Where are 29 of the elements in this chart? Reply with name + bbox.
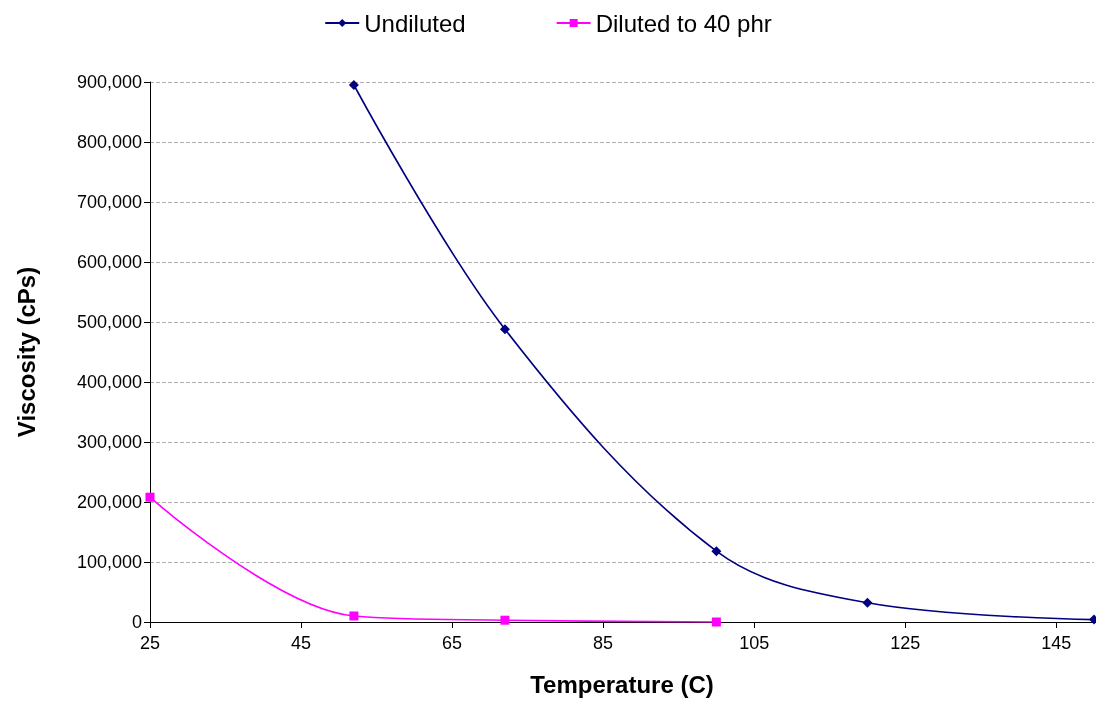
y-tick-label: 0: [131, 612, 142, 632]
y-tick-label: 400,000: [76, 372, 142, 392]
point: [500, 615, 510, 625]
y-tick-label: 900,000: [76, 72, 142, 92]
point: [862, 597, 873, 608]
x-tick-label: 25: [139, 633, 161, 653]
point: [145, 492, 155, 502]
y-axis-title: Viscosity (cPs): [12, 266, 40, 438]
x-tick-label: 145: [1041, 633, 1072, 653]
point: [349, 611, 359, 621]
y-tick-label: 500,000: [76, 312, 142, 332]
point: [348, 80, 359, 90]
y-tick-label: 700,000: [76, 192, 142, 212]
legend-label: Undiluted: [364, 9, 466, 37]
y-tick-label: 600,000: [76, 252, 142, 272]
x-tick-label: 65: [442, 633, 463, 653]
y-tick-label: 800,000: [76, 132, 142, 152]
legend-label: Diluted to 40 phr: [595, 9, 772, 37]
point: [499, 324, 510, 335]
point: [711, 617, 721, 627]
y-tick-label: 100,000: [76, 552, 142, 572]
x-axis-title: Temperature (C): [530, 670, 714, 698]
x-tick-label: 45: [291, 633, 312, 653]
y-tick-label: 300,000: [76, 432, 142, 452]
x-tick-label: 85: [593, 633, 614, 653]
point: [711, 546, 722, 557]
y-tick-label: 200,000: [76, 492, 142, 512]
x-tick-label: 105: [739, 633, 770, 653]
x-tick-label: 125: [890, 633, 921, 653]
